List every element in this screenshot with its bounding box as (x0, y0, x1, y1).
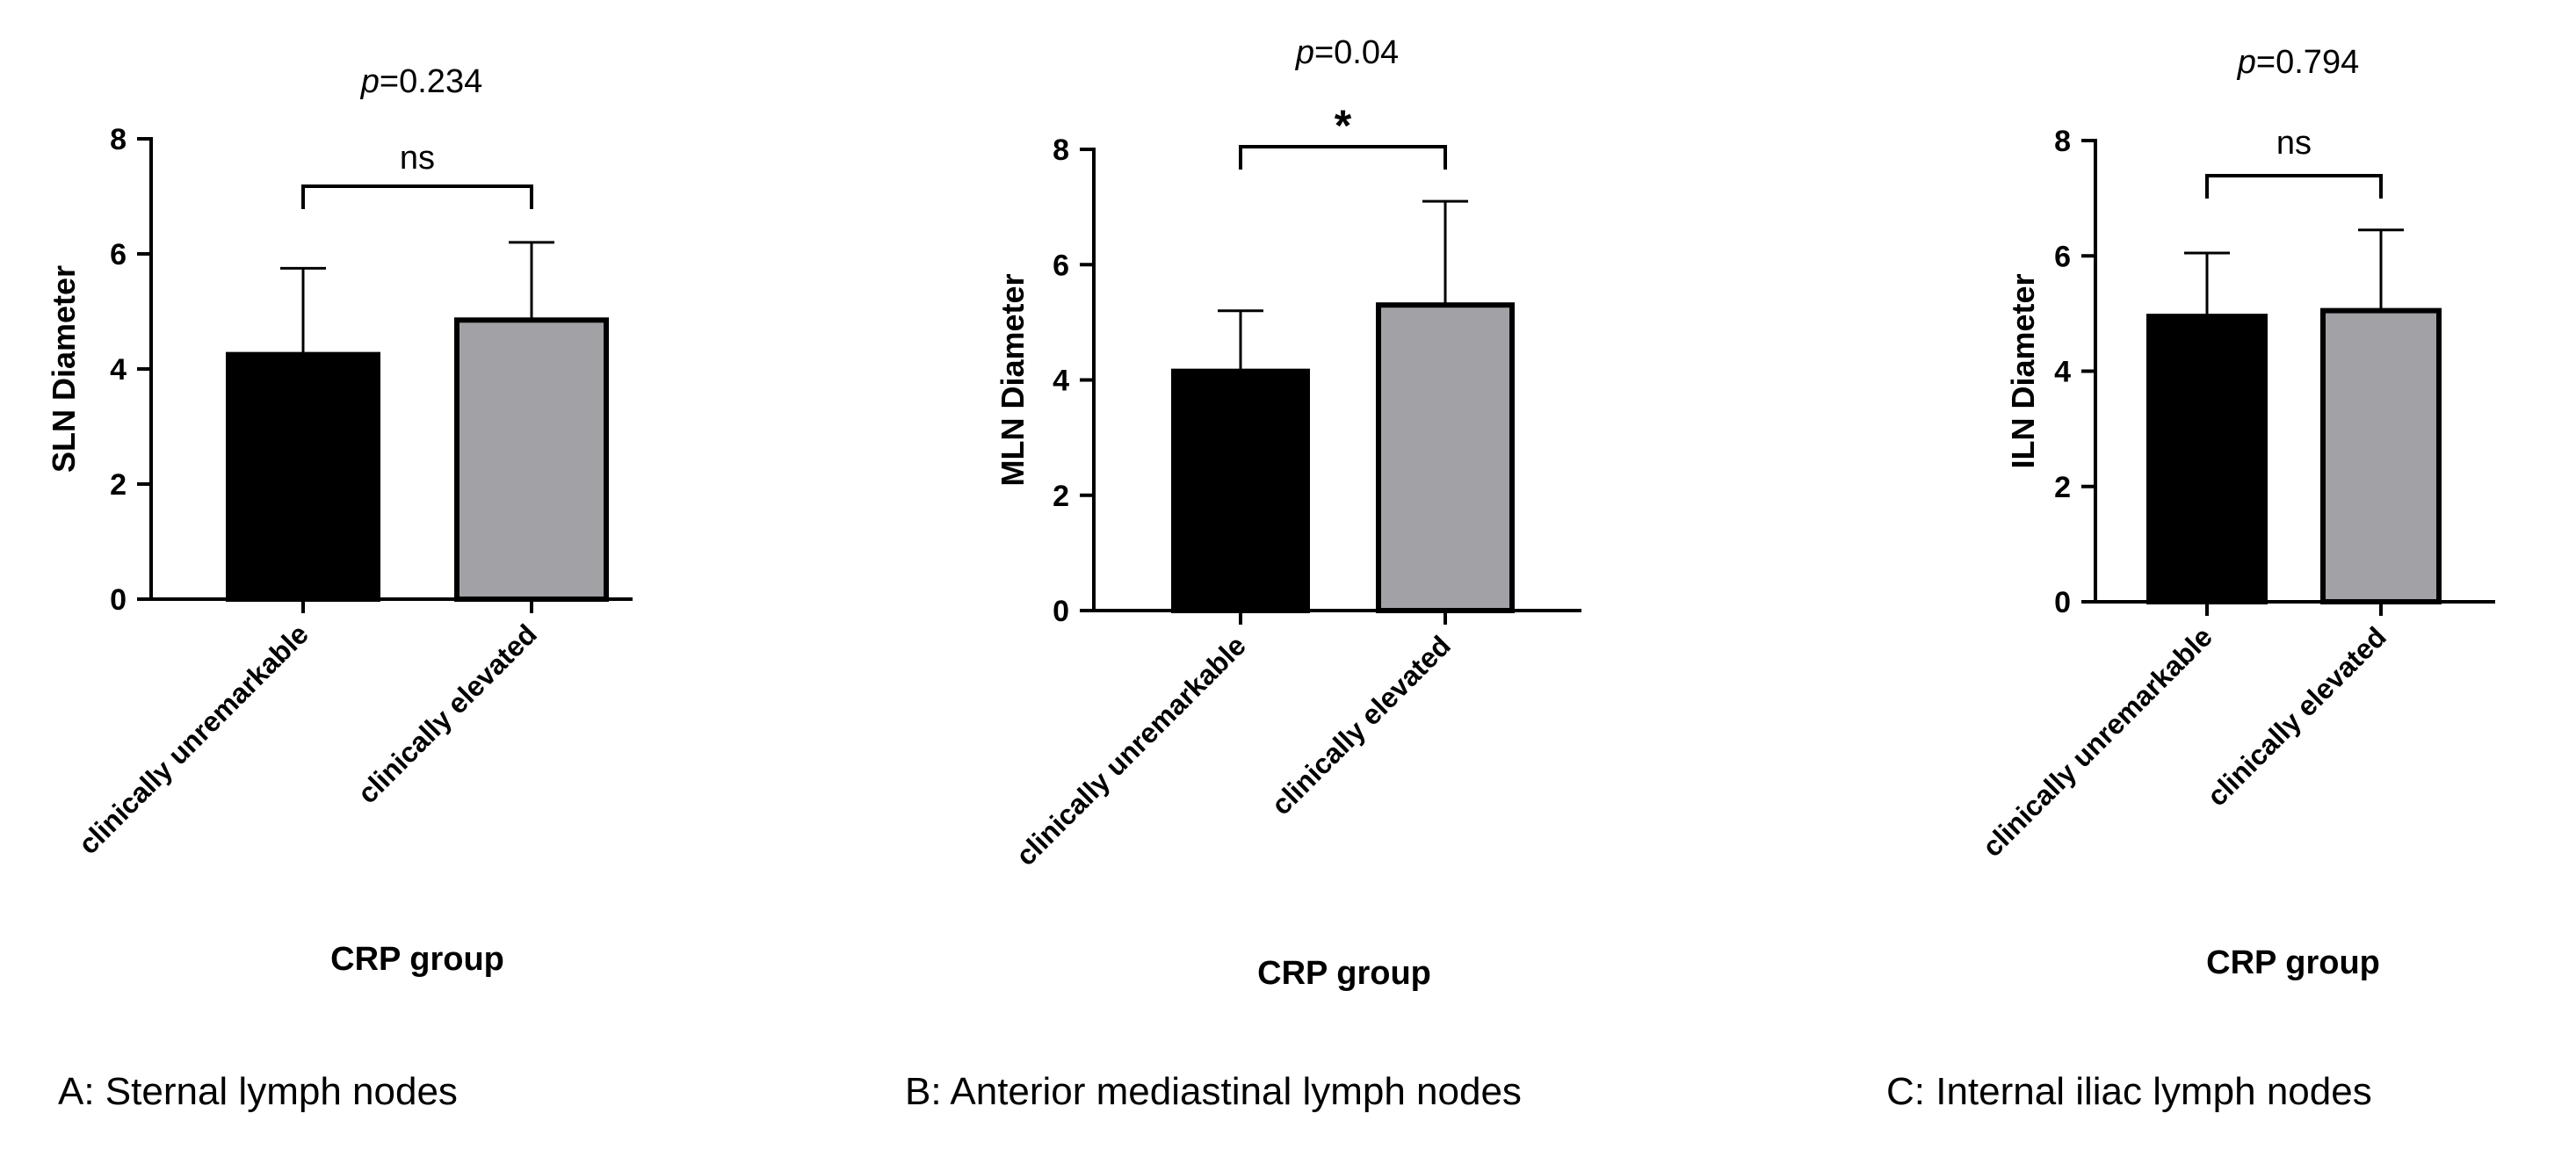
y-axis-label: SLN Diameter (46, 265, 82, 473)
y-tick-label: 6 (1053, 249, 1069, 282)
bar-unremarkable (2146, 314, 2268, 604)
y-tick-label: 2 (1053, 480, 1069, 513)
y-tick-label: 0 (110, 583, 127, 617)
p-value-prefix: p (1295, 34, 1314, 71)
p-value-title: p=0.794 (2237, 44, 2359, 81)
y-tick-label: 0 (1053, 595, 1069, 628)
category-label: clinically unremarkable (1976, 620, 2218, 863)
category-label: clinically unremarkable (72, 618, 315, 860)
y-tick-label: 2 (2054, 471, 2071, 504)
bar-unremarkable (226, 351, 380, 602)
p-value-prefix: p (360, 63, 380, 100)
y-tick-label: 2 (110, 468, 127, 502)
y-tick-label: 4 (110, 353, 127, 387)
y-axis-label: ILN Diameter (2005, 273, 2041, 468)
p-value-title: p=0.234 (360, 63, 482, 100)
panel-caption: B: Anterior mediastinal lymph nodes (905, 1070, 1522, 1113)
y-axis-label: MLN Diameter (995, 273, 1031, 486)
bar-unremarkable (1171, 368, 1310, 613)
y-tick-label: 8 (2054, 125, 2071, 158)
y-tick-label: 8 (110, 123, 127, 156)
significance-bracket (301, 184, 533, 209)
significance-label: ns (400, 140, 435, 177)
p-value-number: =0.794 (2256, 44, 2359, 81)
y-tick-label: 0 (2054, 586, 2071, 619)
bar-elevated (2320, 307, 2442, 604)
x-axis-label: CRP group (330, 941, 504, 978)
x-axis-label: CRP group (2206, 944, 2380, 981)
p-value-prefix: p (2237, 44, 2256, 81)
y-tick-label: 4 (1053, 365, 1069, 398)
significance-bracket (1239, 145, 1447, 170)
chart-panel-a: 0 2 4 6 8 clinically unremarkable clinically e… (46, 63, 633, 1113)
category-label: clinically elevated (1265, 629, 1457, 821)
y-tick-label: 6 (2054, 240, 2071, 273)
category-label: clinically unremarkable (1009, 629, 1252, 871)
significance-bracket (2205, 174, 2383, 199)
y-tick-label: 6 (110, 238, 127, 271)
x-axis-label: CRP group (1257, 955, 1431, 992)
p-value-number: =0.04 (1314, 34, 1399, 71)
p-value-number: =0.234 (380, 63, 482, 100)
category-label: clinically elevated (2201, 620, 2392, 812)
y-tick-label: 4 (2054, 356, 2071, 389)
significance-label: * (1335, 101, 1352, 150)
bar-elevated (1376, 302, 1515, 613)
bar-elevated (454, 317, 609, 602)
y-tick-label: 8 (1053, 134, 1069, 167)
panel-caption: C: Internal iliac lymph nodes (1886, 1070, 2372, 1113)
category-label: clinically elevated (351, 618, 543, 809)
panel-caption: A: Sternal lymph nodes (58, 1070, 458, 1113)
chart-panel-b: 0 2 4 6 8 clinically unremarkable clinically e… (905, 34, 1581, 1113)
significance-label: ns (2276, 125, 2312, 162)
p-value-title: p=0.04 (1295, 34, 1399, 71)
